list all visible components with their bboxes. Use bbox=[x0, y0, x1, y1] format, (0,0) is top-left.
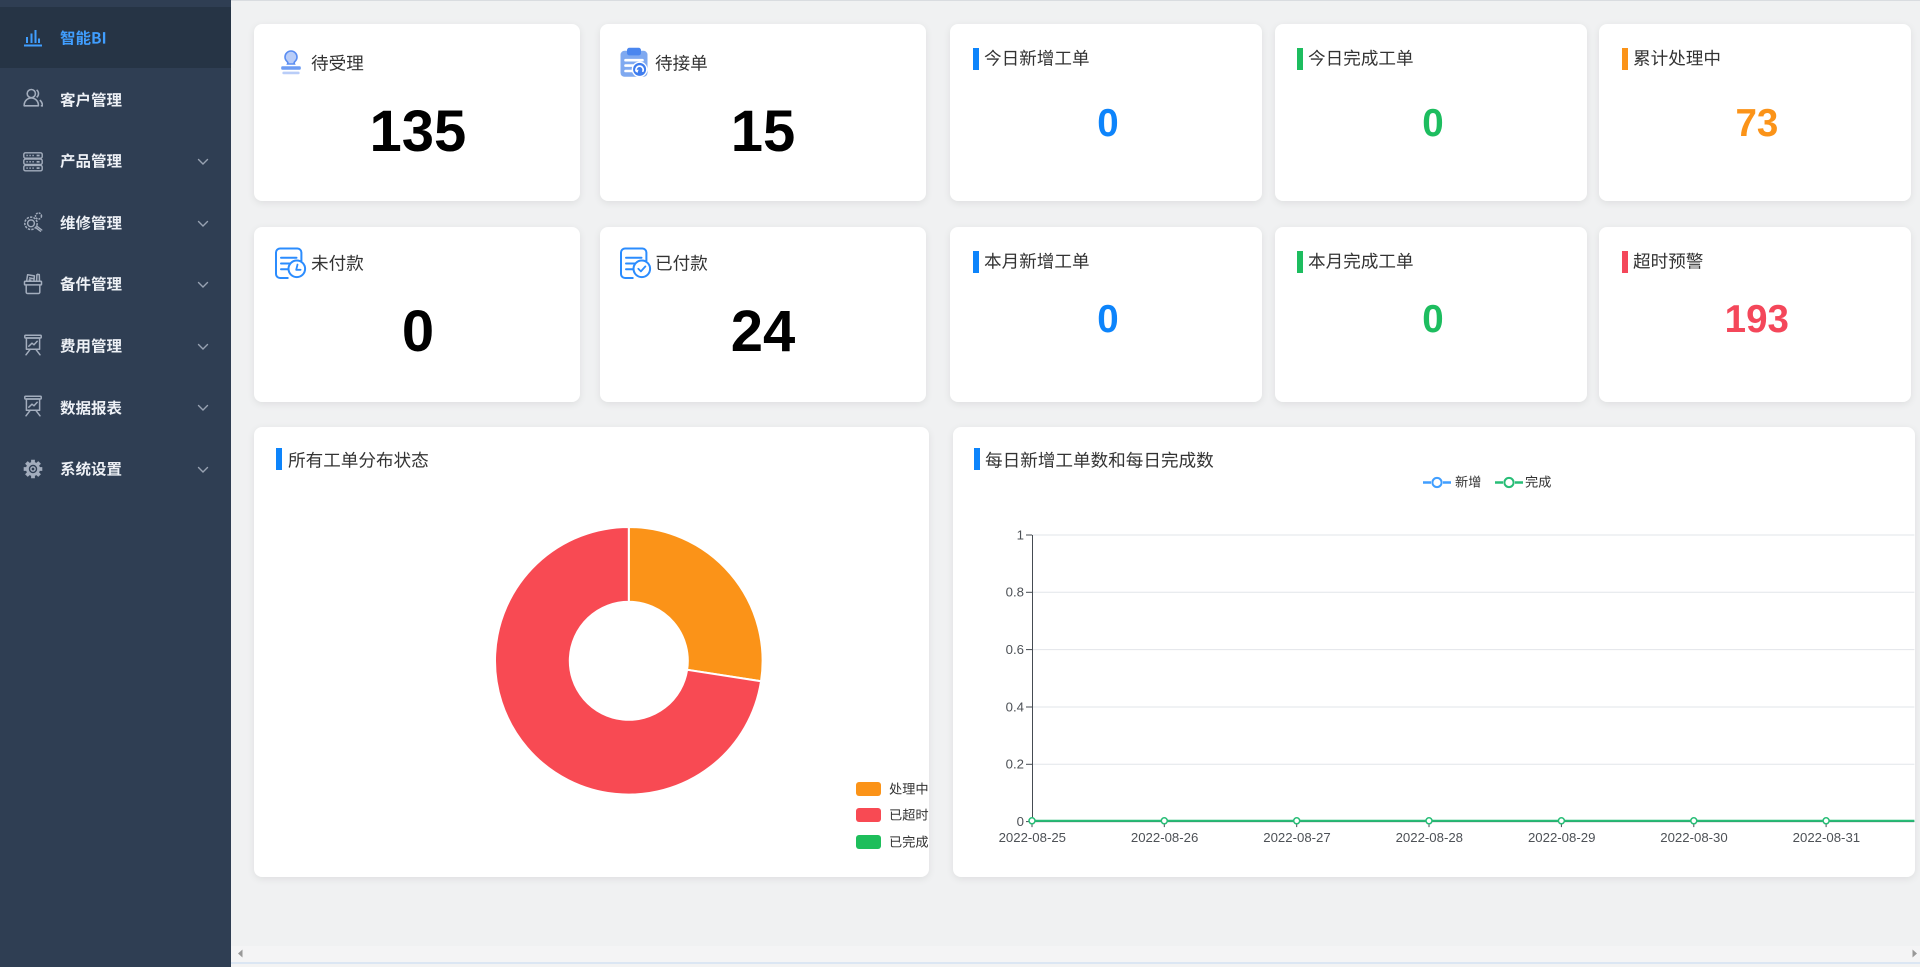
svg-text:135: 135 bbox=[370, 99, 467, 164]
svg-text:15: 15 bbox=[731, 99, 796, 164]
svg-text:2022-08-29: 2022-08-29 bbox=[1528, 830, 1595, 845]
svg-text:0: 0 bbox=[1017, 814, 1024, 829]
svg-text:0.2: 0.2 bbox=[1006, 757, 1024, 772]
svg-text:193: 193 bbox=[1725, 298, 1789, 341]
svg-text:2022-08-30: 2022-08-30 bbox=[1660, 830, 1727, 845]
svg-text:0: 0 bbox=[1097, 298, 1118, 341]
svg-text:2022-08-31: 2022-08-31 bbox=[1793, 830, 1860, 845]
svg-text:2022-08-28: 2022-08-28 bbox=[1396, 830, 1463, 845]
svg-text:0: 0 bbox=[1422, 102, 1443, 145]
svg-text:24: 24 bbox=[731, 299, 796, 364]
svg-text:0: 0 bbox=[402, 299, 434, 364]
svg-text:0.8: 0.8 bbox=[1006, 585, 1024, 600]
svg-text:2022-08-27: 2022-08-27 bbox=[1263, 830, 1330, 845]
svg-text:0: 0 bbox=[1097, 102, 1118, 145]
svg-text:0.6: 0.6 bbox=[1006, 642, 1024, 657]
svg-text:2022-08-26: 2022-08-26 bbox=[1131, 830, 1198, 845]
svg-text:2022-08-25: 2022-08-25 bbox=[999, 830, 1066, 845]
svg-text:1: 1 bbox=[1017, 527, 1024, 542]
svg-text:0.4: 0.4 bbox=[1006, 699, 1024, 714]
svg-text:0: 0 bbox=[1422, 298, 1443, 341]
svg-text:73: 73 bbox=[1736, 102, 1779, 145]
